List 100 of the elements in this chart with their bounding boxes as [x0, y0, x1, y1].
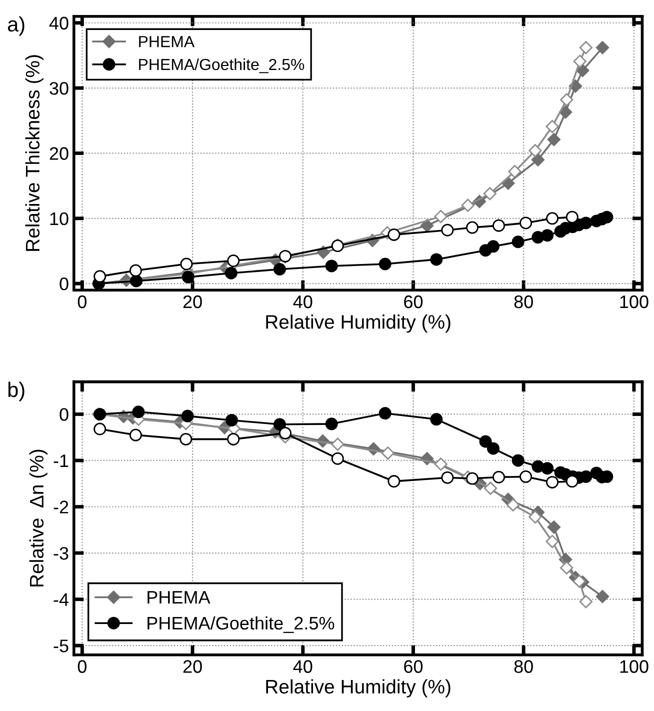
text: b)	[8, 382, 24, 402]
point	[466, 472, 479, 485]
point	[546, 476, 559, 488]
point	[546, 120, 559, 134]
point	[520, 470, 532, 483]
point	[541, 229, 554, 242]
point	[325, 418, 338, 430]
legend-label: PHEMA/Goethite_2.5%	[148, 616, 334, 634]
point	[566, 210, 578, 224]
point	[479, 435, 492, 448]
x-tick-label: 100	[620, 295, 648, 308]
y-tick-label: -2	[54, 500, 68, 514]
point	[579, 41, 593, 54]
x-axis-title: Relative Humidity (%)	[266, 314, 450, 333]
point	[129, 264, 142, 277]
x-tick-label: 60	[404, 295, 423, 308]
legend-label: PHEMA	[139, 36, 195, 48]
point	[492, 470, 506, 484]
point	[512, 236, 524, 248]
legend-label: PHEMA	[148, 591, 210, 604]
point	[434, 458, 448, 471]
point	[487, 442, 500, 455]
y-tick-label: -3	[54, 546, 68, 560]
point	[596, 590, 610, 604]
point	[378, 258, 392, 270]
y-tick-label: 0	[60, 278, 68, 290]
point	[441, 471, 454, 484]
point	[508, 164, 522, 178]
point	[528, 510, 542, 524]
x-tick-label: 0	[78, 295, 86, 308]
point	[596, 41, 610, 54]
point	[441, 224, 454, 236]
y-tick-label: 20	[50, 147, 68, 160]
point	[506, 498, 520, 512]
point	[572, 574, 586, 588]
x-tick-label: 60	[404, 660, 423, 673]
point	[531, 153, 545, 166]
point	[325, 260, 338, 272]
point	[331, 438, 344, 451]
point	[573, 54, 586, 68]
point	[430, 253, 443, 266]
point	[546, 212, 559, 225]
legend-label: PHEMA/Goethite_2.5%	[139, 58, 304, 74]
point	[580, 216, 592, 230]
y-tick-label: -4	[54, 593, 69, 606]
y-tick-label: -5	[54, 640, 68, 652]
point	[94, 422, 106, 436]
point	[273, 262, 286, 276]
point	[520, 216, 532, 230]
point	[94, 270, 106, 283]
point	[132, 406, 145, 418]
x-tick-label: 20	[183, 660, 202, 673]
x-tick-label: 40	[293, 295, 312, 308]
point	[180, 432, 192, 446]
x-tick-label: 80	[514, 295, 533, 308]
point	[227, 432, 240, 446]
point	[181, 410, 194, 422]
x-axis-title: Relative Humidity (%)	[266, 679, 450, 698]
point	[331, 452, 344, 465]
point	[512, 454, 524, 467]
point	[546, 534, 559, 548]
point	[225, 414, 238, 426]
y-tick-label: -1	[54, 454, 68, 468]
point	[492, 219, 506, 232]
y-tick-label: 10	[50, 212, 68, 226]
point	[273, 418, 286, 431]
point	[600, 210, 614, 224]
x-tick-label: 0	[78, 660, 86, 673]
point	[180, 258, 193, 270]
point	[434, 210, 448, 224]
point	[484, 482, 498, 495]
x-tick-label: 20	[183, 295, 202, 308]
point	[224, 266, 238, 280]
point	[483, 187, 497, 200]
point	[129, 428, 142, 442]
point	[430, 413, 443, 426]
point	[560, 561, 574, 574]
point	[558, 106, 572, 119]
point	[378, 407, 392, 420]
point	[388, 228, 400, 241]
point	[579, 595, 593, 608]
point	[278, 426, 292, 440]
point	[560, 93, 574, 106]
point	[547, 520, 561, 534]
point	[381, 446, 394, 460]
y-tick-label: 30	[50, 82, 68, 95]
point	[566, 475, 578, 488]
point	[487, 240, 500, 253]
point	[541, 462, 554, 475]
point	[528, 144, 542, 158]
y-axis-title: Relative Thickness (%)	[25, 55, 44, 251]
text: a)	[8, 16, 24, 36]
point	[388, 475, 400, 488]
y-tick-label: 40	[49, 16, 68, 30]
point	[466, 221, 479, 234]
y-tick-label: 0	[60, 408, 68, 421]
point	[182, 270, 194, 284]
x-tick-label: 80	[514, 660, 533, 673]
y-axis-title: Relative Δn (%)	[29, 450, 48, 586]
point	[461, 198, 474, 212]
